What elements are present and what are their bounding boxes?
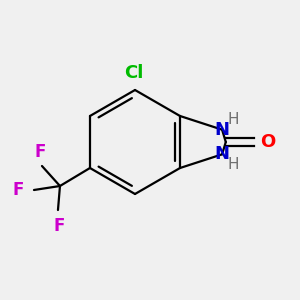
Text: Cl: Cl xyxy=(124,64,144,82)
Text: F: F xyxy=(53,217,65,235)
Text: H: H xyxy=(227,112,239,127)
Text: F: F xyxy=(34,143,46,161)
Text: F: F xyxy=(13,181,24,199)
Text: H: H xyxy=(227,157,239,172)
Text: N: N xyxy=(214,121,230,139)
Text: N: N xyxy=(214,145,230,163)
Text: O: O xyxy=(260,133,275,151)
